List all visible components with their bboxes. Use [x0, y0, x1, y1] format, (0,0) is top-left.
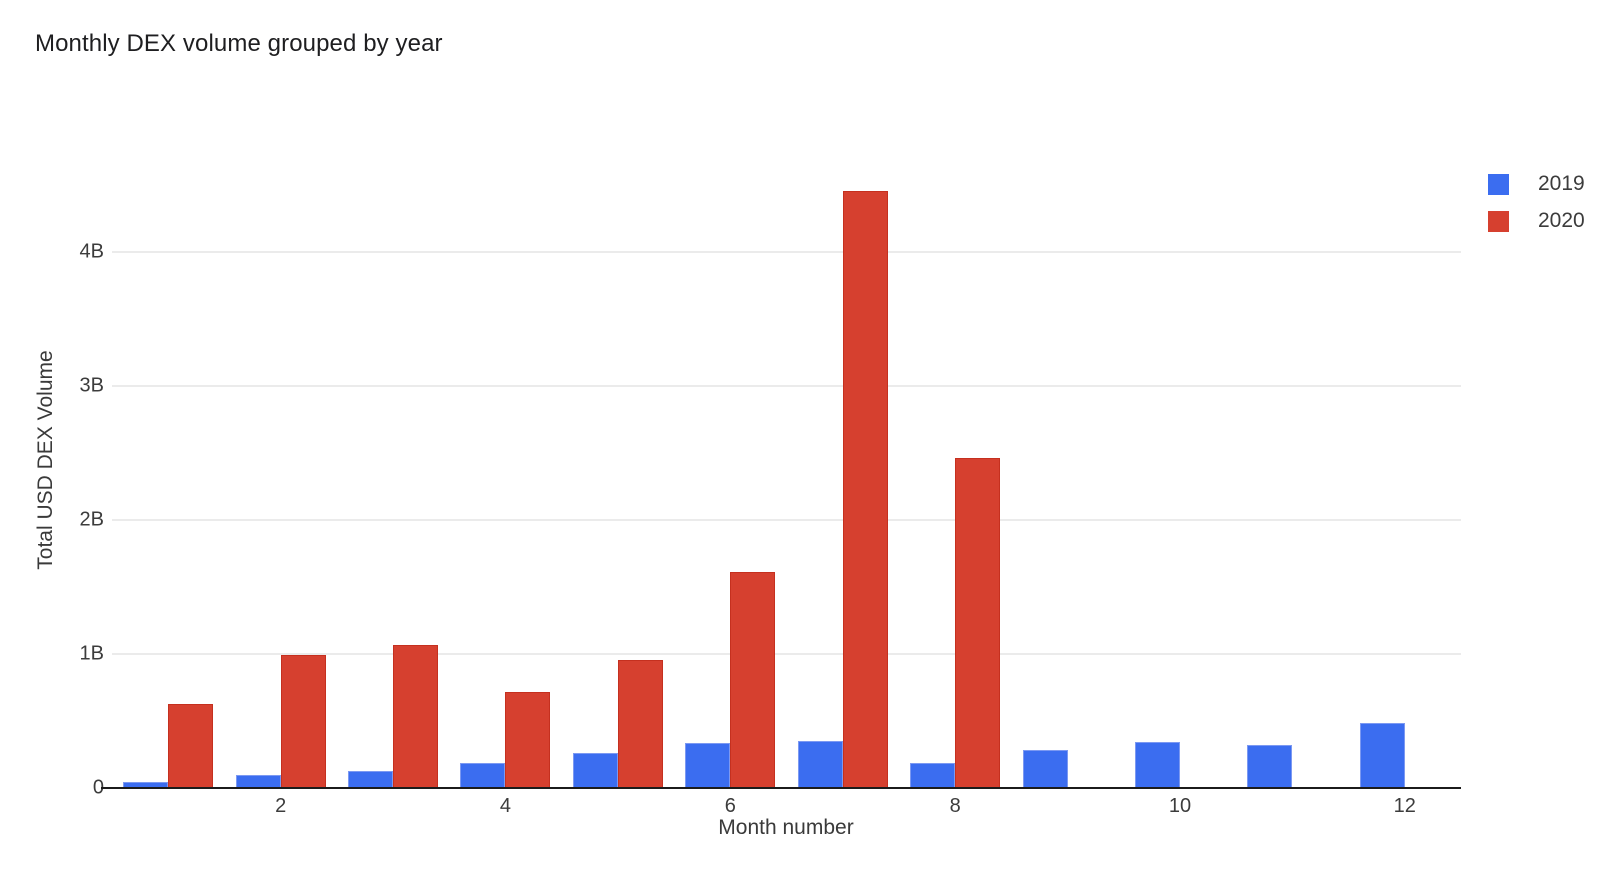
y-tick-label: 2B [79, 508, 104, 530]
bar-2020-month-8[interactable] [955, 457, 1001, 788]
x-tick-label-month-12: 12 [1393, 795, 1416, 817]
bar-2019-month-3[interactable] [348, 771, 394, 788]
chart-title: Monthly DEX volume grouped by year [35, 30, 443, 57]
legend-label: 2019 [1538, 172, 1585, 195]
bar-2019-month-11[interactable] [1247, 744, 1293, 788]
y-zero-tick [101, 786, 110, 789]
bar-2019-month-12[interactable] [1359, 723, 1405, 788]
gridline-y-1B [112, 652, 1461, 655]
legend-label: 2020 [1538, 209, 1585, 232]
bar-2019-month-8[interactable] [910, 763, 956, 788]
y-tick-label: 3B [79, 374, 104, 396]
bar-2020-month-2[interactable] [280, 654, 326, 788]
bar-2019-month-7[interactable] [797, 740, 843, 788]
bar-2020-month-4[interactable] [505, 692, 551, 788]
x-tick-label-month-6: 6 [724, 795, 736, 817]
bar-2019-month-10[interactable] [1134, 741, 1180, 788]
bar-2019-month-6[interactable] [685, 743, 731, 788]
gridline-y-2B [112, 518, 1461, 521]
bar-2020-month-6[interactable] [730, 571, 776, 788]
x-tick-label-month-2: 2 [275, 795, 287, 817]
y-tick-label: 1B [79, 642, 104, 664]
bar-2019-month-9[interactable] [1022, 749, 1068, 788]
bar-2020-month-5[interactable] [617, 660, 663, 788]
bar-2020-month-3[interactable] [393, 645, 439, 788]
bar-2020-month-1[interactable] [168, 704, 214, 788]
bar-2019-month-5[interactable] [572, 752, 618, 788]
legend-swatch-2020-icon [1488, 210, 1509, 232]
legend-swatch-2019-icon [1488, 173, 1509, 195]
legend: 2019 2020 [1488, 172, 1585, 246]
bar-2020-month-7[interactable] [842, 191, 888, 788]
x-tick-label-month-8: 8 [949, 795, 961, 817]
bar-2019-month-1[interactable] [123, 782, 169, 788]
x-tick-label-month-10: 10 [1168, 795, 1192, 817]
bar-2019-month-2[interactable] [235, 775, 281, 788]
gridline-y-3B [112, 384, 1461, 387]
x-tick-label-month-4: 4 [499, 795, 512, 817]
x-axis-title: Month number [718, 816, 854, 839]
gridline-y-4B [112, 250, 1461, 253]
y-axis-title: Total USD DEX Volume [34, 350, 57, 570]
legend-item-2019[interactable]: 2019 [1488, 172, 1585, 196]
bar-2019-month-4[interactable] [460, 763, 506, 788]
y-tick-label: 0 [92, 776, 104, 798]
y-tick-label: 4B [79, 240, 104, 262]
x-axis-line [110, 786, 1461, 789]
legend-item-2020[interactable]: 2020 [1488, 209, 1585, 233]
